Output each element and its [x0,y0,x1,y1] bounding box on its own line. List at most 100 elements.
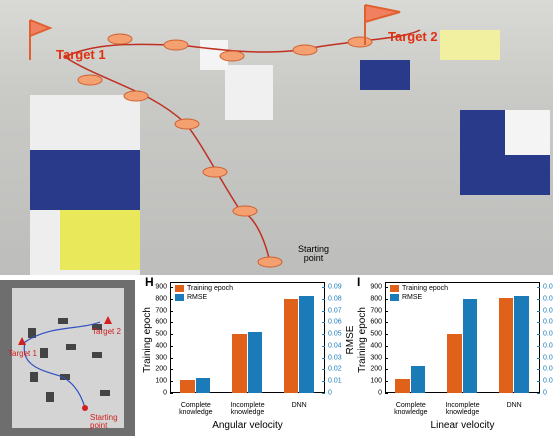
y-tick [385,322,388,324]
y-tick-label: 800 [155,295,167,303]
block [60,210,140,270]
y2-tick [537,334,540,336]
y2-tick [322,381,325,383]
map: Target 2 Target 1 Starting point [0,280,135,436]
y2-tick [537,298,540,300]
x-tick-label: DNN [291,402,307,409]
y2-tick-label: 0.07 [328,307,342,315]
y2-tick-label: 0.03 [328,354,342,362]
x-axis-title: Angular velocity [212,420,283,431]
y2-tick [322,322,325,324]
y-tick-label: 400 [155,342,167,350]
x-tick-label: Incomplete knowledge [230,402,265,416]
y2-tick [537,381,540,383]
y2-tick-label: 0.08 [328,295,342,303]
y-tick [170,334,173,336]
map-label: Target 2 [92,327,121,336]
y2-axis-title: RMSE [345,325,356,355]
y2-tick-label: 0.05 [328,330,342,338]
y2-tick-label: 0.04 [328,342,342,350]
y-tick-label: 500 [370,330,382,338]
obstacles [28,318,110,402]
y-tick [170,369,173,371]
y-tick [170,345,173,347]
y2-tick [322,393,325,394]
panel-label: I [357,275,361,289]
y-tick-label: 300 [370,354,382,362]
x-tick-label: Incomplete knowledge [445,402,480,416]
block [30,150,140,210]
y2-tick-label: 0.06 [328,318,342,326]
y2-tick [537,322,540,324]
bar [514,296,529,393]
y2-tick [322,310,325,312]
x-tick-label: Complete knowledge [179,402,213,416]
y-tick-label: 700 [155,307,167,315]
map-label: Starting point [90,413,118,430]
photo: Target 1 Target 2 Starting point [0,0,553,275]
y-axis-title: Training epoch [357,307,368,373]
y2-tick-label: 0.09 [543,283,553,291]
y2-tick [537,357,540,359]
y-tick [170,322,173,324]
map-target [104,316,112,324]
y2-tick-label: 0.01 [328,377,342,385]
y2-tick [322,357,325,359]
y-tick-label: 500 [155,330,167,338]
y-tick-label: 200 [370,365,382,373]
y-tick [170,393,173,394]
y2-tick [537,369,540,371]
block [505,110,550,155]
y-tick-label: 900 [370,283,382,291]
flag [29,19,53,60]
bar [462,298,477,393]
bar [180,380,195,393]
y2-tick-label: 0.02 [328,365,342,373]
y-tick-label: 100 [155,377,167,385]
photo-label: Target 2 [388,29,438,44]
bar [395,378,410,393]
y-tick-label: 300 [155,354,167,362]
legend-swatch [390,294,399,301]
y2-tick [537,287,540,288]
y-tick-label: 400 [370,342,382,350]
y-tick [170,287,173,288]
bar [299,296,314,393]
y2-tick [322,287,325,288]
bar [498,298,514,393]
legend-label: Training epoch [187,285,234,292]
y2-tick [537,393,540,394]
y-tick [385,381,388,383]
y2-tick [322,298,325,300]
y2-tick-label: 0.05 [543,330,553,338]
y2-tick [537,310,540,312]
y2-tick-label: 0 [543,389,547,397]
bar [447,334,462,393]
x-tick-label: DNN [506,402,522,409]
map-label: Target 1 [8,349,37,358]
y-tick-label: 800 [370,295,382,303]
block [225,65,273,120]
legend-label: Training epoch [402,285,449,292]
bar [283,298,299,393]
y-tick [385,393,388,394]
y2-tick [537,345,540,347]
y2-tick-label: 0.06 [543,318,553,326]
y2-tick [322,345,325,347]
y-tick-label: 900 [155,283,167,291]
y-tick [385,334,388,336]
flag [364,4,401,45]
y-tick-label: 700 [370,307,382,315]
photo-label: Target 1 [56,47,106,62]
map-target [18,337,26,345]
y-tick-label: 200 [155,365,167,373]
y2-tick [322,334,325,336]
y2-tick-label: 0.03 [543,354,553,362]
y-tick [170,357,173,359]
bar [232,334,247,393]
y-tick [170,298,173,300]
map-scene [12,288,124,428]
y2-tick-label: 0.08 [543,295,553,303]
y-tick-label: 100 [370,377,382,385]
